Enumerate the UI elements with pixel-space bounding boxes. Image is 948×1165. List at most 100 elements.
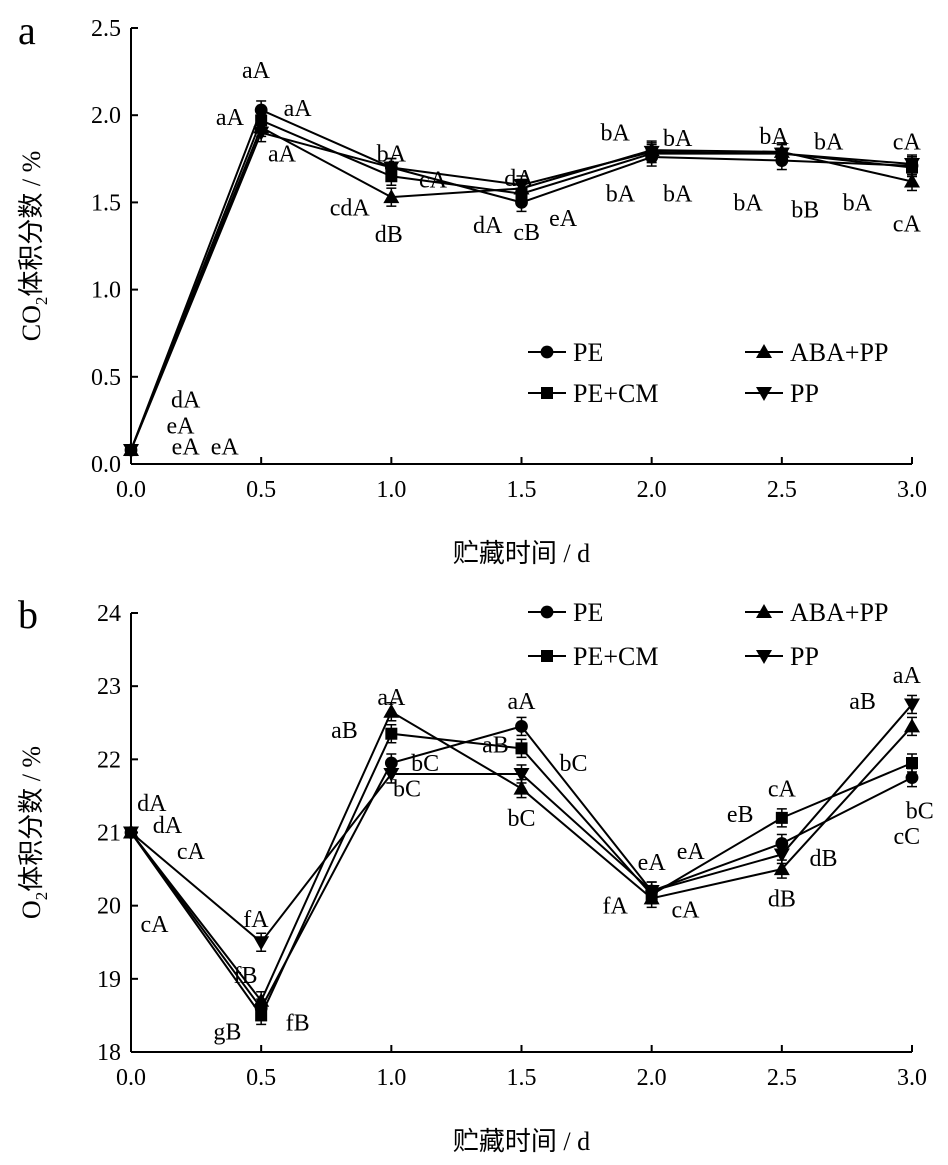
y-tick-label: 19 <box>97 967 121 993</box>
significance-label: eA <box>549 206 578 232</box>
significance-label: aB <box>331 718 358 744</box>
significance-label: fA <box>603 894 629 920</box>
y-tick-label: 20 <box>97 894 121 920</box>
significance-label: bC <box>906 799 934 825</box>
x-tick-label: 0.5 <box>246 477 276 503</box>
legend-entry: PP <box>745 642 819 671</box>
significance-label: eA <box>172 435 201 461</box>
y-tick-label: 24 <box>97 601 121 627</box>
x-tick-label: 0.5 <box>246 1065 276 1091</box>
y-label-subscript: 2 <box>32 892 51 901</box>
legend-entry: ABA+PP <box>745 338 888 367</box>
x-tick-label: 0.0 <box>116 1065 146 1091</box>
data-point-circle <box>254 103 268 117</box>
y-label-rest: 体积分数 / % <box>17 746 46 892</box>
legend-marker-square <box>541 650 553 662</box>
legend-label: PE+CM <box>573 642 658 671</box>
data-point-triangle-down <box>904 698 920 713</box>
significance-label: bA <box>733 190 763 216</box>
y-tick-label: 0.0 <box>91 452 121 478</box>
significance-label: cA <box>140 912 169 938</box>
significance-label: fA <box>243 907 269 933</box>
legend-label: PE <box>573 338 603 367</box>
x-tick-label: 2.5 <box>767 477 797 503</box>
data-point-circle <box>905 771 919 785</box>
significance-label: aA <box>216 105 245 131</box>
significance-label: gB <box>213 1020 241 1046</box>
legend-label: PP <box>790 642 819 671</box>
significance-label: eA <box>638 850 667 876</box>
data-point-triangle-down <box>123 826 139 841</box>
data-point-triangle-up <box>904 718 920 733</box>
significance-label: cA <box>768 777 797 803</box>
data-point-triangle-up <box>253 992 270 1007</box>
significance-label: cA <box>893 211 922 237</box>
significance-label: aA <box>377 685 406 711</box>
data-point-triangle-up <box>513 780 530 795</box>
significance-label: bC <box>560 751 588 777</box>
significance-label: bA <box>663 182 693 208</box>
significance-label: bA <box>663 126 693 152</box>
data-point-triangle-up <box>383 189 400 204</box>
legend-entry: ABA+PP <box>745 598 888 627</box>
y-label-rest: 体积分数 / % <box>17 151 46 297</box>
significance-label: cA <box>419 168 448 194</box>
legend-entry: PE+CM <box>528 379 658 408</box>
y-tick-label: 2.0 <box>91 103 121 129</box>
significance-label: dB <box>809 846 837 872</box>
y-tick-label: 0.5 <box>91 365 121 391</box>
significance-label: aA <box>893 663 922 689</box>
legend-label: PP <box>790 379 819 408</box>
legend-marker-circle <box>540 605 554 619</box>
significance-label: dA <box>171 387 201 413</box>
significance-label: bC <box>411 751 439 777</box>
data-point-triangle-down <box>513 767 530 782</box>
data-point-triangle-down <box>513 178 530 193</box>
x-tick-label: 1.5 <box>507 1065 537 1091</box>
x-tick-label: 3.0 <box>897 1065 927 1091</box>
data-point-triangle-down <box>383 767 400 782</box>
significance-label: bA <box>377 142 407 168</box>
significance-label: bA <box>814 129 844 155</box>
y-axis-label: O2体积分数 / % <box>17 746 51 919</box>
legend-marker-square <box>541 387 553 399</box>
significance-label: aB <box>482 733 509 759</box>
x-tick-label: 1.0 <box>376 477 406 503</box>
legend-marker-triangle-down <box>756 650 772 664</box>
significance-label: cA <box>672 897 701 923</box>
x-axis-label: 贮藏时间 / d <box>453 1127 590 1156</box>
legend-entry: PE+CM <box>528 642 658 671</box>
significance-label: eA <box>166 414 195 440</box>
significance-label: dB <box>375 222 403 248</box>
y-tick-label: 1.0 <box>91 278 121 304</box>
data-point-triangle-down <box>773 147 790 162</box>
legend-entry: PE <box>528 338 603 367</box>
data-point-square <box>775 811 788 824</box>
data-point-circle <box>384 756 398 770</box>
data-point-triangle-up <box>904 173 920 188</box>
y-tick-label: 18 <box>97 1040 121 1066</box>
data-point-triangle-down <box>643 145 660 160</box>
significance-label: dA <box>473 213 503 239</box>
x-tick-label: 1.5 <box>507 477 537 503</box>
data-point-triangle-down <box>383 161 400 176</box>
x-tick-label: 3.0 <box>897 477 927 503</box>
data-point-triangle-down <box>253 126 270 141</box>
legend-marker-triangle-up <box>756 604 772 618</box>
significance-label: eB <box>727 802 754 828</box>
y-tick-label: 1.5 <box>91 190 121 216</box>
significance-label: aA <box>284 96 313 122</box>
significance-label: bC <box>393 777 421 803</box>
significance-label: bA <box>759 124 789 150</box>
significance-label: dB <box>768 886 796 912</box>
data-point-square <box>906 756 918 769</box>
significance-label: eA <box>211 435 240 461</box>
y-tick-label: 22 <box>97 747 121 773</box>
significance-label: aA <box>508 689 537 715</box>
legend-marker-circle <box>540 345 554 359</box>
x-tick-label: 0.0 <box>116 477 146 503</box>
significance-label: bA <box>601 121 631 147</box>
data-point-triangle-down <box>253 936 270 951</box>
x-tick-label: 2.0 <box>637 477 667 503</box>
y-tick-label: 23 <box>97 674 121 700</box>
